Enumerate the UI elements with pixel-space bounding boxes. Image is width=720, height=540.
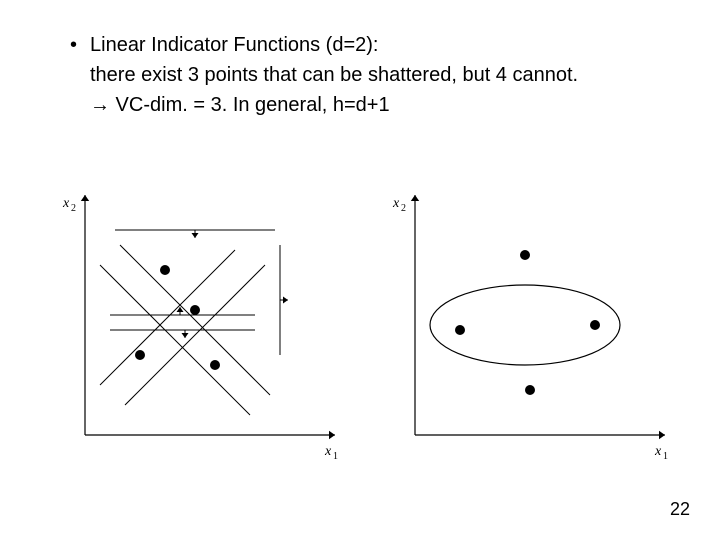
bullet-dot: • [70,30,90,60]
page-number: 22 [670,499,690,520]
line-3: → VC-dim. = 3. In general, h=d+1 [90,90,680,120]
svg-text:2: 2 [401,203,406,214]
svg-text:x: x [324,444,332,459]
bullet-block: • Linear Indicator Functions (d=2): ther… [70,30,680,120]
figure-left: x1x2 [40,175,350,475]
svg-text:x: x [654,444,662,459]
svg-text:1: 1 [333,451,338,462]
line-2: there exist 3 points that can be shatter… [90,60,680,90]
svg-text:2: 2 [71,203,76,214]
svg-text:1: 1 [663,451,668,462]
svg-text:x: x [392,196,400,211]
line-1: Linear Indicator Functions (d=2): [90,30,379,60]
svg-text:x: x [62,196,70,211]
figure-right: x1x2 [370,175,680,475]
